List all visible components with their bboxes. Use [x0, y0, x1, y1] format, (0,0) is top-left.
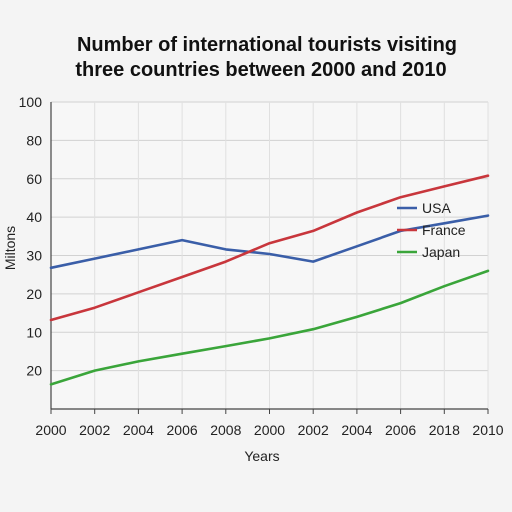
legend-label-usa: USA [422, 200, 451, 216]
y-tick-label: 80 [26, 132, 42, 148]
y-tick-label: 60 [26, 171, 42, 187]
x-tick-label: 2008 [210, 422, 241, 438]
y-axis-label: Miltons [2, 226, 18, 270]
legend-label-japan: Japan [422, 244, 460, 260]
series-line-usa [49, 214, 490, 270]
series-line-japan [49, 269, 490, 386]
x-tick-label: 2004 [341, 422, 372, 438]
chart-title-line-1: Number of international tourists visitin… [77, 34, 457, 56]
x-tick-label: 2006 [385, 422, 416, 438]
legend-label-france: France [422, 222, 466, 238]
y-tick-label: 20 [26, 363, 42, 379]
y-tick-label: 20 [26, 286, 42, 302]
x-tick-label: 2002 [298, 422, 329, 438]
x-tick-label: 2010 [472, 422, 503, 438]
y-tick-label: 40 [26, 209, 42, 225]
x-axis-label: Years [244, 448, 279, 464]
x-tick-label: 2004 [123, 422, 154, 438]
y-tick-label: 30 [26, 248, 42, 264]
y-tick-label: 10 [26, 324, 42, 340]
x-tick-label: 2000 [254, 422, 285, 438]
x-tick-label: 2002 [79, 422, 110, 438]
x-tick-label: 2000 [35, 422, 66, 438]
series-line-france [49, 174, 490, 322]
chart-title-line-2: three countries between 2000 and 2010 [75, 59, 446, 81]
y-tick-label: 100 [19, 94, 43, 110]
x-tick-label: 2006 [167, 422, 198, 438]
x-tick-label: 2018 [429, 422, 460, 438]
